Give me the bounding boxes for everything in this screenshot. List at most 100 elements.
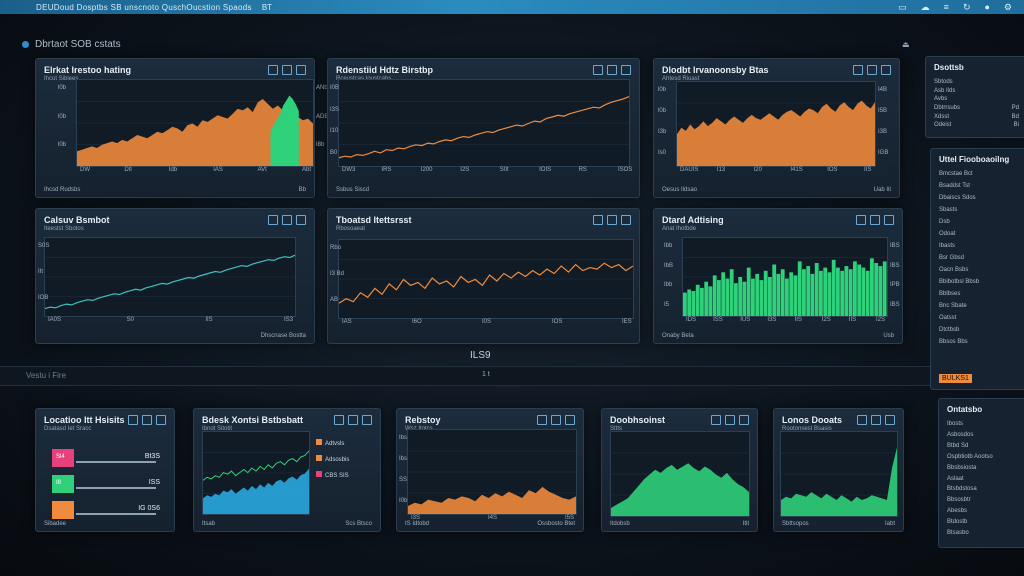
panel-title: Elrkat Irestoo hating xyxy=(44,65,132,75)
x-tick-label: I2S xyxy=(821,317,831,323)
x-tick-label: Idb xyxy=(168,167,178,173)
window-tab[interactable]: BT xyxy=(261,2,273,12)
close-icon[interactable] xyxy=(296,65,306,75)
x-tick-label: S0t xyxy=(499,167,509,173)
bar xyxy=(878,266,883,316)
panel-tools xyxy=(537,415,575,425)
chart-icon[interactable] xyxy=(142,415,152,425)
close-icon[interactable] xyxy=(296,215,306,225)
x-tick-label: IUS xyxy=(740,317,751,323)
x-tick-label: I5S xyxy=(565,515,575,521)
expand-icon[interactable] xyxy=(593,215,603,225)
panel-footer: Itdobsb xyxy=(610,521,630,527)
bar-value: ISS xyxy=(148,479,160,486)
close-icon[interactable] xyxy=(739,415,749,425)
upload-icon[interactable]: ⏏ xyxy=(902,40,910,49)
close-icon[interactable] xyxy=(621,65,631,75)
bar xyxy=(870,258,874,316)
close-icon[interactable] xyxy=(885,415,895,425)
expand-icon[interactable] xyxy=(711,415,721,425)
chart-icon[interactable] xyxy=(348,415,358,425)
expand-icon[interactable] xyxy=(128,415,138,425)
y-tick-label: Is0 xyxy=(658,150,667,156)
settings-icon[interactable]: ⚙ xyxy=(1003,1,1012,12)
bar-line xyxy=(76,487,156,489)
expand-icon[interactable] xyxy=(856,215,866,225)
expand-icon[interactable] xyxy=(334,415,344,425)
legend-swatch xyxy=(316,439,322,445)
side-row-label: Dbaiscs Sdos xyxy=(939,195,976,201)
expand-icon[interactable] xyxy=(268,65,278,75)
bar xyxy=(772,264,777,316)
panel-subtitle: Ibnot Sitotit xyxy=(202,426,233,432)
close-icon[interactable] xyxy=(565,415,575,425)
x-tick-label: IS3 xyxy=(284,317,294,323)
panel-tools xyxy=(857,415,895,425)
chart-icon[interactable] xyxy=(607,65,617,75)
section-divider: Vestu i Fire 1 t xyxy=(0,366,930,386)
area-series xyxy=(611,463,749,516)
close-icon[interactable] xyxy=(881,65,891,75)
side-row-label: Dtctbsb xyxy=(939,327,960,333)
expand-icon[interactable] xyxy=(857,415,867,425)
side-row-label: Oatsst xyxy=(939,315,957,321)
y-tick-label-right: ANb xyxy=(316,85,328,91)
plot-area xyxy=(676,81,876,167)
bar xyxy=(819,270,823,316)
close-icon[interactable] xyxy=(621,215,631,225)
chart-icon[interactable] xyxy=(551,415,561,425)
monitor-icon[interactable]: ▭ xyxy=(898,1,907,12)
divider-small: 1 t xyxy=(482,371,490,378)
bar xyxy=(742,281,747,316)
y-tick-label: I10 xyxy=(330,128,339,134)
refresh-icon[interactable]: ↻ xyxy=(962,1,971,12)
side-row-label: Bnc Sbate xyxy=(939,303,967,309)
bar xyxy=(853,261,857,316)
close-icon[interactable] xyxy=(156,415,166,425)
bar xyxy=(797,261,802,316)
panel-title: Doobhsoinst xyxy=(610,415,665,425)
cloud-icon[interactable]: ☁ xyxy=(920,1,930,12)
y-tick-label-right: IGB xyxy=(878,150,889,156)
side-row-label: Asbosdos xyxy=(947,431,974,438)
bar xyxy=(806,266,811,316)
panel-tools xyxy=(853,65,891,75)
plot-area xyxy=(76,79,314,167)
chart-svg xyxy=(339,259,633,304)
x-tick-label: S0 xyxy=(126,317,134,323)
bar xyxy=(725,278,730,316)
chart-icon[interactable] xyxy=(282,215,292,225)
panel-subtitle: Rootonsest Bsasis xyxy=(782,426,832,432)
chart-icon[interactable] xyxy=(871,415,881,425)
chart-svg xyxy=(677,100,875,166)
chart-icon[interactable] xyxy=(867,65,877,75)
side-row-label: Bblbses xyxy=(939,291,961,297)
close-icon[interactable] xyxy=(362,415,372,425)
chart-icon[interactable] xyxy=(607,215,617,225)
side-row-label: Aslaat xyxy=(947,475,964,482)
close-icon[interactable] xyxy=(884,215,894,225)
panel-tools xyxy=(268,65,306,75)
chart-icon[interactable] xyxy=(725,415,735,425)
side-row-label: Btsbdstosa xyxy=(947,486,977,493)
area-series xyxy=(781,447,897,516)
x-tick-label: Dtl xyxy=(124,167,132,173)
expand-icon[interactable] xyxy=(853,65,863,75)
y-tick-label-right: I4B xyxy=(878,87,888,93)
user-icon[interactable]: ● xyxy=(984,2,990,12)
x-tick-label: I20 xyxy=(753,167,762,173)
side-row-label: Abesbs xyxy=(947,508,968,515)
x-tick-label: IAS xyxy=(342,319,352,325)
chart-icon[interactable] xyxy=(870,215,880,225)
plot-area xyxy=(780,431,898,517)
x-tick-label: IOIS xyxy=(539,167,552,173)
menu-icon[interactable]: ≡ xyxy=(943,2,949,12)
bar xyxy=(823,267,828,316)
y-tick-label-right: IBS xyxy=(890,301,900,308)
expand-icon[interactable] xyxy=(268,215,278,225)
expand-icon[interactable] xyxy=(537,415,547,425)
bar xyxy=(721,272,726,316)
expand-icon[interactable] xyxy=(593,65,603,75)
window-title: DEUDoud Dosptbs SB unscnoto QuschOucstio… xyxy=(36,2,252,12)
chart-icon[interactable] xyxy=(282,65,292,75)
